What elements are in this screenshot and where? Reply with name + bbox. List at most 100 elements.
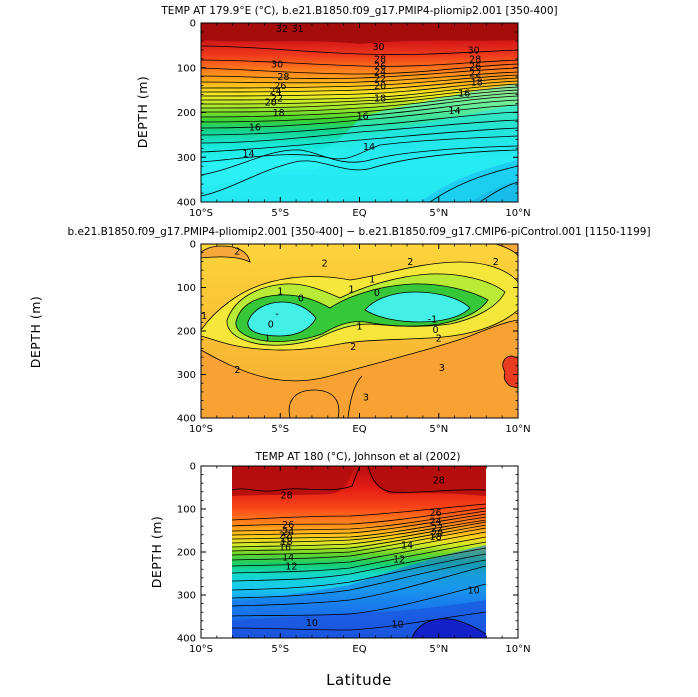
y-tick-label: 0	[190, 19, 196, 30]
contour-label: 26	[274, 81, 286, 92]
contour-label: 0	[433, 325, 439, 336]
panel-3: TEMP AT 180 (°C), Johnson et al (2002)	[149, 451, 531, 689]
y-tick-label: 400	[177, 634, 196, 645]
x-tick-label: 5°S	[271, 644, 289, 655]
contour-label: 28	[281, 491, 293, 502]
contour-label: 24	[374, 67, 386, 78]
panel-1-title: TEMP AT 179.9°E (°C), b.e21.B1850.f09_g1…	[160, 5, 557, 17]
panel-2-title: b.e21.B1850.f09_g17.PMIP4-pliomip2.001 […	[67, 226, 650, 238]
contour-label: 24	[430, 517, 442, 528]
panel-3-ylabel: DEPTH (m)	[149, 516, 164, 589]
x-tick-label: EQ	[352, 208, 366, 219]
contour-label: 18	[471, 78, 483, 89]
contour-label: 28	[374, 54, 386, 65]
panel-2: b.e21.B1850.f09_g17.PMIP4-pliomip2.001 […	[28, 226, 651, 435]
contour-label: 32	[276, 24, 288, 35]
contour-label: 20	[265, 97, 277, 108]
panel-2-plot-area	[201, 244, 518, 418]
contour-label: 2	[350, 342, 356, 353]
contour-label: 14	[282, 553, 294, 564]
contour-label: 10	[468, 585, 480, 596]
y-tick-label: 400	[177, 198, 196, 209]
y-tick-label: 200	[177, 548, 196, 559]
x-tick-label: EQ	[352, 424, 366, 435]
contour-label: 3	[363, 393, 369, 404]
contour-label: 30	[372, 42, 384, 53]
panel-1-y-ticks: 0 100 200 300 400	[177, 19, 518, 209]
contour-label: 22	[469, 69, 481, 80]
contour-label: 14	[401, 541, 413, 552]
contour-label: 20	[281, 534, 293, 545]
contour-label: 2	[234, 246, 240, 257]
contour-label: 26	[282, 520, 294, 531]
x-tick-label: 5°N	[429, 424, 448, 435]
y-tick-label: 100	[177, 505, 196, 516]
contour-label: 26	[469, 61, 481, 72]
x-tick-label: 5°S	[271, 424, 289, 435]
contour-label: 12	[285, 561, 297, 572]
y-tick-label: 300	[177, 591, 196, 602]
contour-label: 18	[281, 537, 293, 548]
panel-1-plot-area	[201, 23, 518, 202]
contour-label: 1	[356, 321, 362, 332]
contour-label: 31	[292, 24, 304, 35]
panel-3-plot-area	[232, 466, 486, 638]
contour-label: 30	[271, 60, 283, 71]
contour-label: -	[275, 309, 278, 320]
contour-label: 2	[322, 259, 328, 270]
contour-label: 2	[234, 365, 240, 376]
panel-3-y-ticks: 0 100 200 300 400	[177, 462, 518, 645]
contour-label: 22	[374, 74, 386, 85]
panel-2-x-ticks: 10°S 5°S EQ 5°N 10°N	[189, 244, 531, 435]
y-tick-label: 300	[177, 153, 196, 164]
contour-label: 18	[374, 94, 386, 105]
contour-label: 1	[277, 286, 283, 297]
panel-1-ylabel: DEPTH (m)	[135, 76, 150, 149]
contour-label: 22	[279, 530, 291, 541]
contour-label: 28	[433, 475, 445, 486]
y-tick-label: 0	[190, 462, 196, 473]
panel-1: TEMP AT 179.9°E (°C), b.e21.B1850.f09_g1…	[135, 5, 558, 219]
contour-label: 0	[268, 320, 274, 331]
contour-label: 10	[306, 618, 318, 629]
contour-label: 2	[436, 333, 442, 344]
x-tick-label: 10°N	[505, 424, 530, 435]
contour-label: 28	[469, 54, 481, 65]
contour-label: 16	[458, 88, 470, 99]
panel-3-x-ticks: 10°S 5°S EQ 5°N 10°N	[189, 466, 531, 655]
y-tick-label: 400	[177, 414, 196, 425]
contour-label: 1	[201, 311, 207, 322]
y-tick-label: 200	[177, 108, 196, 119]
panel-2-ylabel: DEPTH (m)	[28, 296, 43, 369]
contour-label: 16	[357, 112, 369, 123]
panel-1-x-ticks: 10°S 5°S EQ 5°N 10°N	[189, 23, 531, 219]
contour-label: 0	[298, 293, 304, 304]
contour-label: 1	[265, 333, 271, 344]
contour-label: 22	[431, 523, 443, 534]
x-tick-label: 10°N	[505, 208, 530, 219]
contour-label: 26	[430, 508, 442, 519]
contour-label: 2	[493, 257, 499, 268]
x-tick-label: 10°N	[505, 644, 530, 655]
contour-label: 14	[363, 142, 375, 153]
panel-3-xlabel: Latitude	[326, 671, 392, 689]
x-tick-label: 10°S	[189, 424, 213, 435]
contour-label: 18	[430, 532, 442, 543]
contour-label: 20	[431, 529, 443, 540]
contour-label: 3	[439, 363, 445, 374]
contour-label: 2	[407, 257, 413, 268]
contour-label: 14	[243, 149, 255, 160]
x-tick-label: 10°S	[189, 644, 213, 655]
contour-label: 20	[374, 81, 386, 92]
contour-label: 24	[282, 527, 294, 538]
contour-label: 12	[393, 554, 405, 565]
x-tick-label: 5°S	[271, 208, 289, 219]
x-tick-label: 5°N	[429, 644, 448, 655]
x-tick-label: 5°N	[429, 208, 448, 219]
contour-label: 1	[369, 274, 375, 285]
contour-label: 26	[374, 61, 386, 72]
